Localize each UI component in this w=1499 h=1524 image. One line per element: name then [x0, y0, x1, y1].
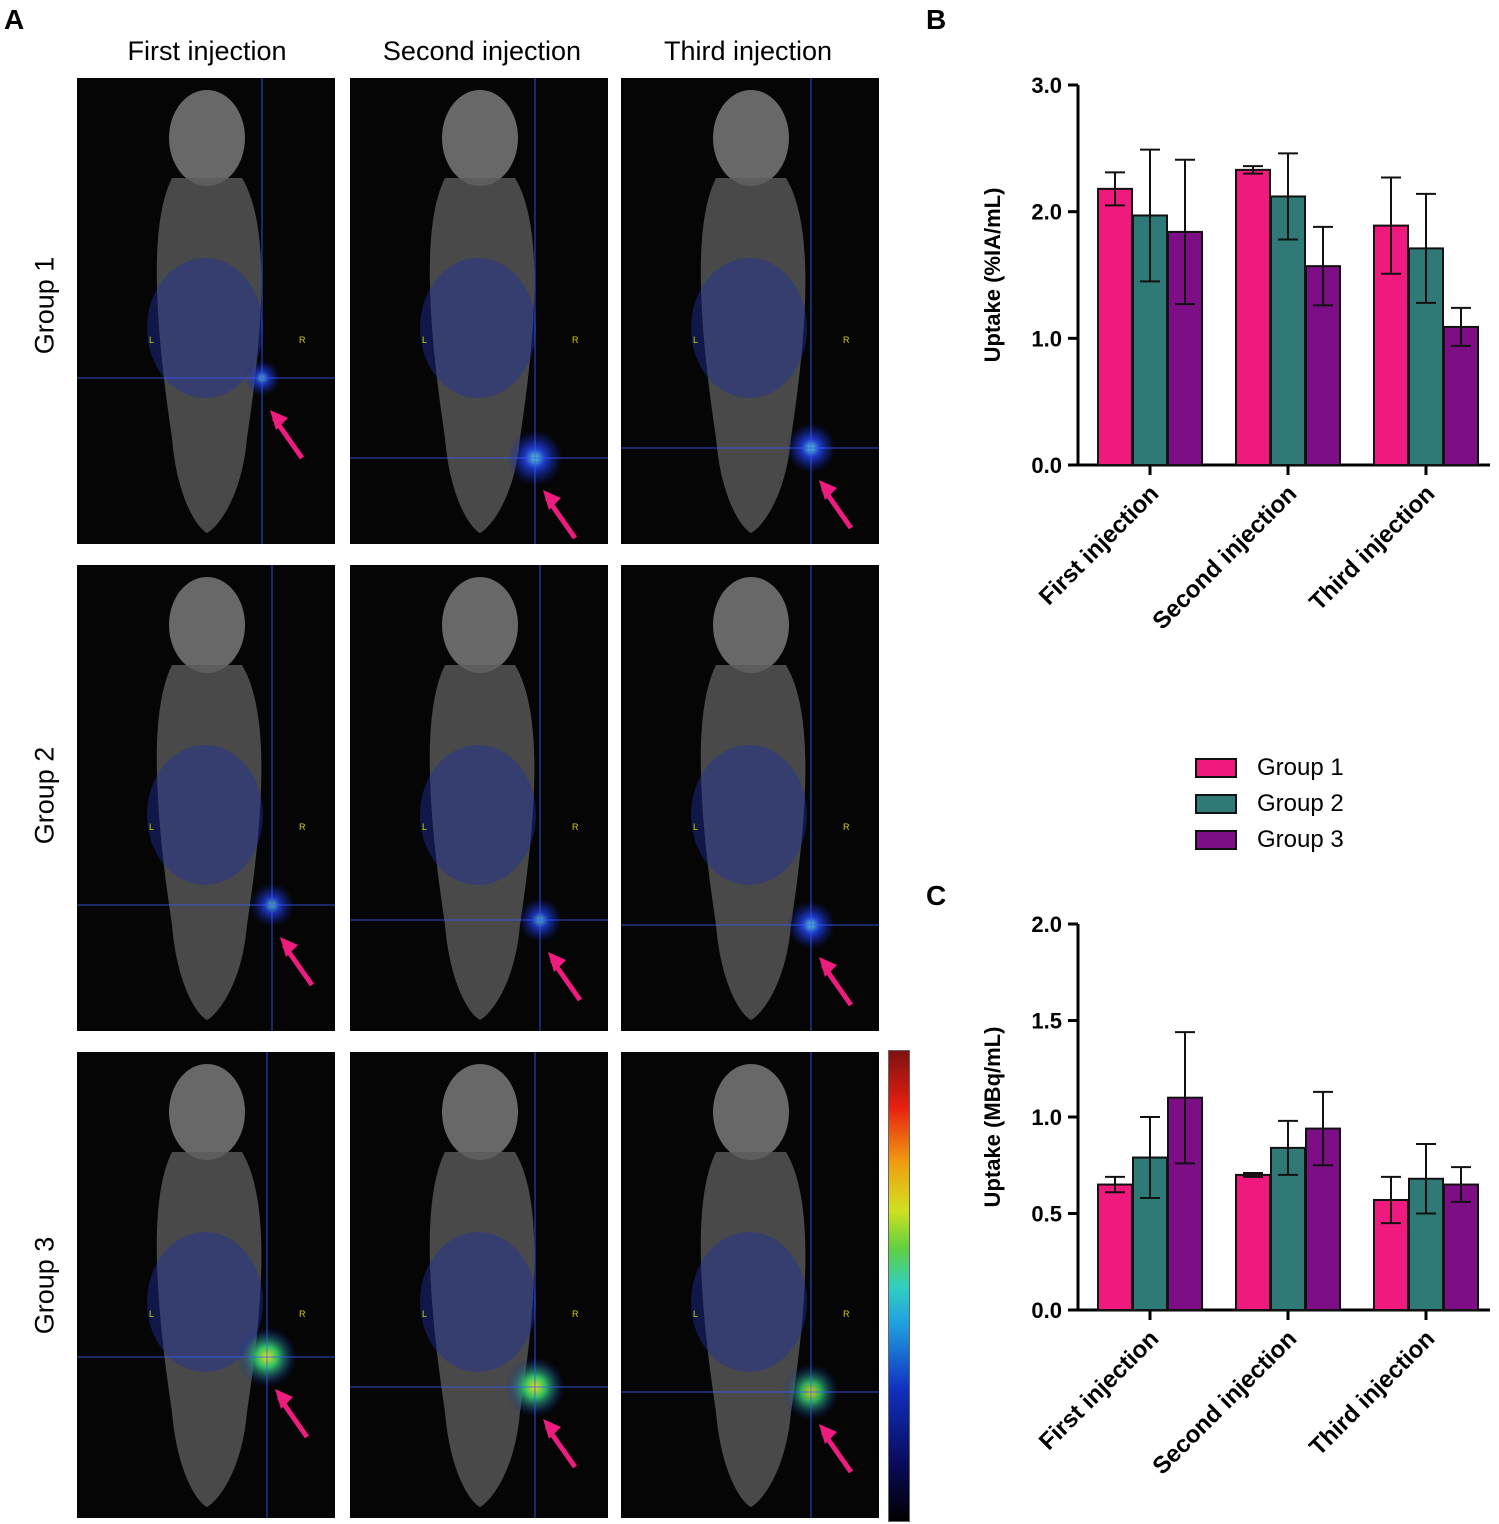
svg-text:R: R — [299, 822, 306, 832]
error-bar — [1140, 1116, 1160, 1200]
row-title-group3: Group 3 — [29, 1236, 60, 1335]
y-tick-label: 1.0 — [1031, 326, 1062, 351]
error-bar — [1381, 176, 1401, 275]
error-bar — [1451, 1166, 1471, 1203]
y-tick-label: 1.0 — [1031, 1105, 1062, 1130]
chart-c-uptake-mbq: 0.0 0.5 1.0 1.5 2.0 Uptake (MBq/mL) First inje… — [980, 912, 1490, 1480]
error-bar — [1381, 1175, 1401, 1225]
bar — [1235, 168, 1271, 466]
bar — [1097, 187, 1133, 466]
error-bar — [1416, 1143, 1436, 1215]
y-tick-label: 0.0 — [1031, 453, 1062, 478]
error-bar — [1105, 1175, 1125, 1194]
svg-text:R: R — [843, 1309, 850, 1319]
bar — [1167, 230, 1203, 466]
svg-text:L: L — [693, 335, 698, 345]
error-bar — [1451, 306, 1471, 347]
y-tick-label: 3.0 — [1031, 73, 1062, 98]
y-tick-label: 0.0 — [1031, 1298, 1062, 1323]
legend-item-group1: Group 1 — [1195, 750, 1344, 786]
legend-item-group2: Group 2 — [1195, 786, 1344, 822]
svg-text:L: L — [149, 1309, 154, 1319]
legend-item-group3: Group 3 — [1195, 822, 1344, 858]
column-title-third: Third injection — [663, 36, 833, 66]
svg-text:L: L — [693, 1309, 698, 1319]
error-bar — [1140, 148, 1160, 283]
bar — [1443, 1183, 1479, 1311]
svg-text:L: L — [422, 822, 427, 832]
legend: Group 1 Group 2 Group 3 — [1195, 750, 1344, 858]
svg-text:R: R — [299, 335, 306, 345]
svg-text:R: R — [299, 1309, 306, 1319]
error-bar — [1243, 165, 1263, 175]
bar — [1443, 325, 1479, 466]
x-tick-label: First injection — [1034, 480, 1164, 610]
error-bar — [1175, 1031, 1195, 1165]
svg-text:R: R — [843, 335, 850, 345]
svg-text:L: L — [422, 335, 427, 345]
x-tick-label: Third injection — [1304, 1325, 1440, 1461]
legend-swatch-group2 — [1195, 794, 1237, 814]
column-title-second: Second injection — [382, 36, 582, 66]
legend-swatch-group3 — [1195, 830, 1237, 850]
error-bar — [1105, 171, 1125, 207]
panel-label-a: A — [4, 4, 25, 35]
svg-text:R: R — [572, 1309, 579, 1319]
legend-label-group3: Group 3 — [1257, 826, 1344, 853]
chart-b-uptake-percent: 0.0 1.0 2.0 3.0 Uptake (%IA/mL) First injecti… — [980, 73, 1490, 635]
y-tick-label: 2.0 — [1031, 912, 1062, 937]
error-bar — [1313, 225, 1333, 307]
x-tick-label: Second injection — [1147, 480, 1302, 635]
svg-text:R: R — [572, 822, 579, 832]
error-bar — [1313, 1090, 1333, 1167]
y-tick-label: 0.5 — [1031, 1202, 1062, 1227]
bar — [1097, 1183, 1133, 1311]
row-title-group2: Group 2 — [29, 746, 60, 845]
error-bar — [1175, 158, 1195, 306]
panel-label-b: B — [926, 4, 947, 35]
y-axis-label: Uptake (MBq/mL) — [980, 1027, 1005, 1208]
y-tick-label: 2.0 — [1031, 200, 1062, 225]
column-title-first: First injection — [127, 36, 287, 66]
intensity-color-scale — [888, 1050, 910, 1522]
panel-label-c: C — [926, 880, 947, 911]
svg-text:R: R — [572, 335, 579, 345]
x-tick-label: Second injection — [1147, 1325, 1302, 1480]
x-tick-label: First injection — [1034, 1325, 1164, 1455]
y-axis-label: Uptake (%IA/mL) — [980, 188, 1005, 363]
svg-text:L: L — [693, 822, 698, 832]
error-bar — [1243, 1171, 1263, 1178]
error-bar — [1416, 192, 1436, 304]
svg-text:L: L — [422, 1309, 427, 1319]
error-bar — [1278, 1119, 1298, 1176]
svg-text:L: L — [149, 822, 154, 832]
x-tick-label: Third injection — [1304, 480, 1440, 616]
svg-text:L: L — [149, 335, 154, 345]
legend-swatch-group1 — [1195, 758, 1237, 778]
svg-text:R: R — [843, 822, 850, 832]
legend-label-group1: Group 1 — [1257, 754, 1344, 781]
error-bar — [1278, 152, 1298, 241]
bar — [1235, 1173, 1271, 1311]
row-title-group1: Group 1 — [29, 256, 60, 355]
legend-label-group2: Group 2 — [1257, 790, 1344, 817]
y-tick-label: 1.5 — [1031, 1009, 1062, 1034]
